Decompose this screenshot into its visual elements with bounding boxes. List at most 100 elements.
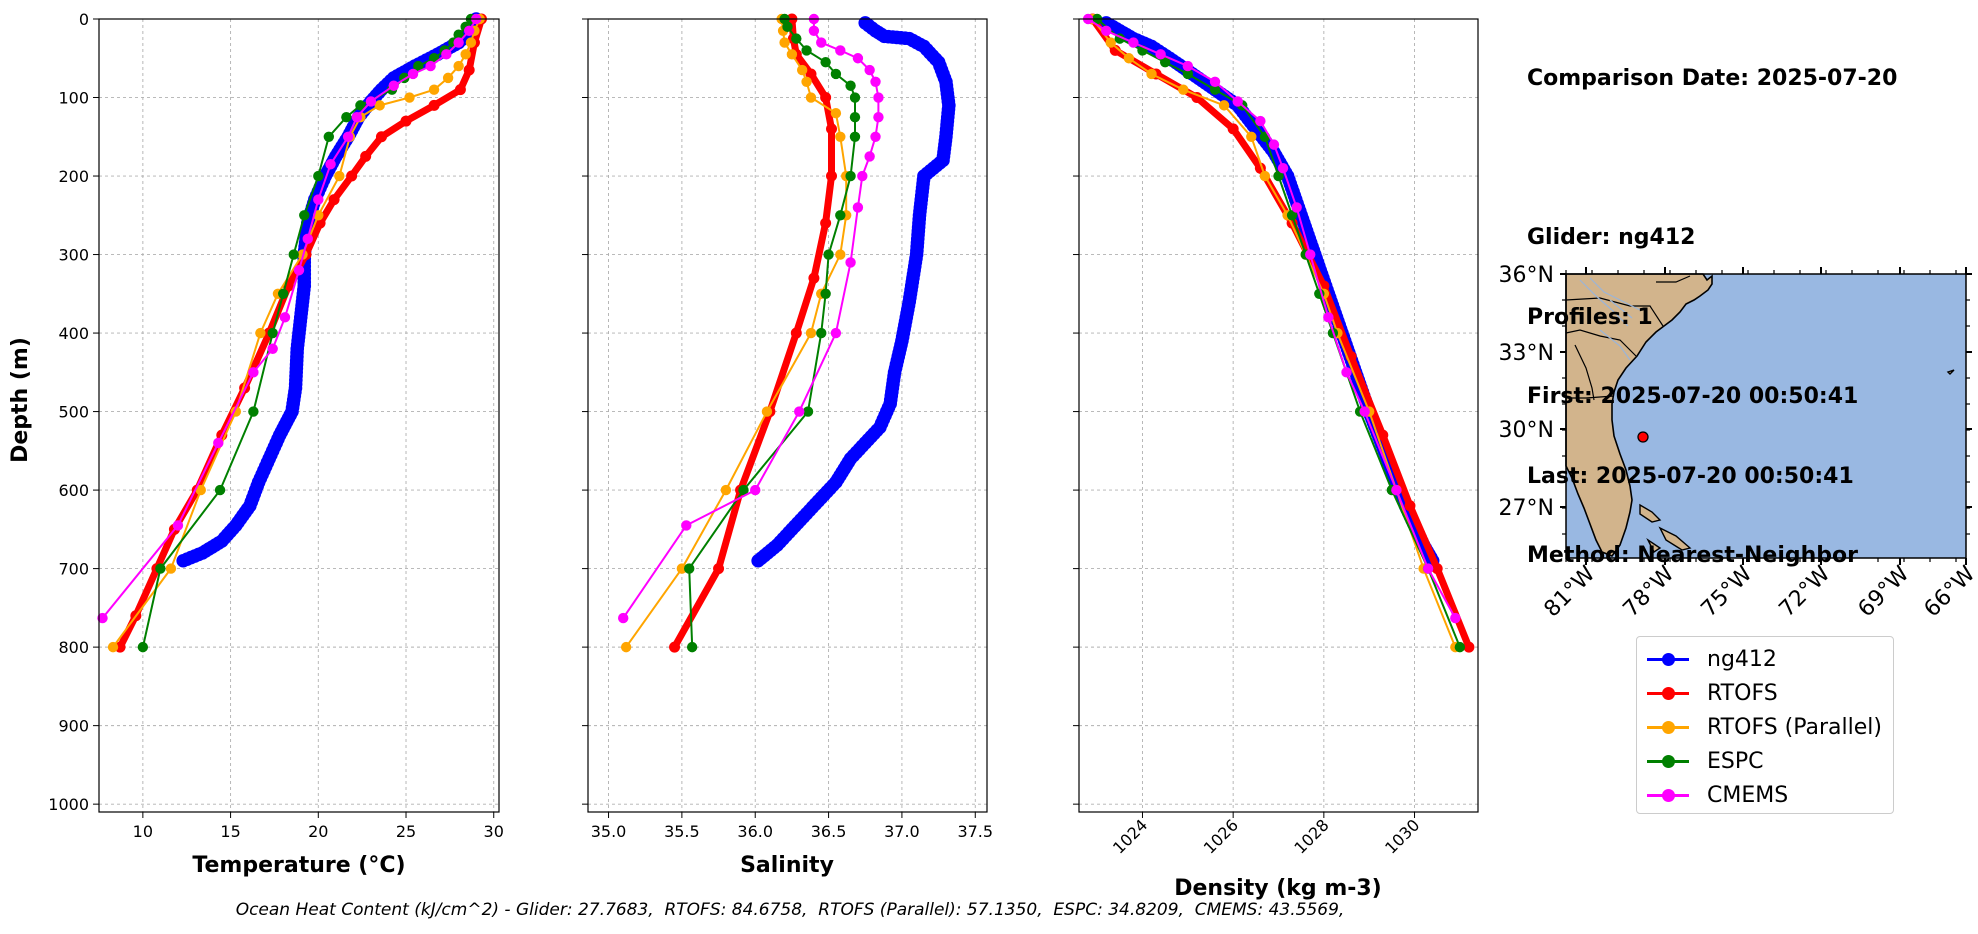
data-point: [1291, 202, 1302, 213]
lat-tick-label: 30°N: [1499, 418, 1554, 443]
data-point: [669, 641, 681, 653]
data-point: [820, 288, 831, 300]
data-point: [835, 45, 846, 56]
data-point: [323, 131, 335, 142]
data-point: [1159, 56, 1171, 68]
data-point: [97, 612, 108, 624]
legend-item-espc: ESPC: [1645, 744, 1764, 778]
data-point: [801, 45, 812, 56]
data-point: [107, 641, 119, 653]
y-tick-label: 0: [79, 10, 89, 29]
series-cmems: [618, 13, 884, 624]
data-point: [453, 37, 464, 48]
data-point: [681, 520, 692, 531]
data-point: [248, 406, 259, 417]
data-point: [826, 170, 838, 182]
series-line: [1091, 18, 1457, 649]
data-point: [870, 131, 881, 142]
series-ng412: [751, 16, 956, 568]
data-point: [351, 111, 363, 123]
data-point: [779, 37, 790, 48]
data-point: [618, 612, 629, 624]
data-point: [248, 367, 259, 378]
comparison-info: Comparison Date: 2025-07-20 Glider: ng41…: [1527, 13, 1897, 596]
series-line: [1089, 15, 1473, 651]
x-tick-label: 30: [484, 822, 504, 841]
data-point: [1123, 53, 1135, 64]
x-tick-label: 35.0: [591, 822, 627, 841]
data-point: [801, 76, 812, 88]
legend-label: CMEMS: [1707, 782, 1789, 808]
data-point: [805, 327, 817, 339]
data-point: [388, 80, 399, 91]
legend-item-rtofs: RTOFS: [1645, 676, 1778, 710]
data-point: [341, 111, 352, 123]
data-point: [328, 194, 340, 206]
data-point: [864, 151, 875, 162]
x-tick-label: 20: [308, 822, 328, 841]
series-ng412: [1099, 16, 1440, 568]
data-point: [375, 131, 387, 143]
data-point: [374, 100, 385, 111]
x-tick-label: 37.0: [884, 822, 920, 841]
data-point: [684, 563, 695, 574]
data-point: [460, 49, 471, 60]
data-point: [713, 563, 725, 575]
data-point: [1182, 60, 1194, 72]
data-point: [873, 111, 884, 123]
series-line: [622, 18, 880, 620]
data-point: [441, 49, 452, 60]
data-point: [835, 131, 846, 142]
glider-name: Glider: ng412: [1527, 225, 1696, 250]
series-line: [756, 21, 951, 563]
legend-swatch-marker: [1662, 755, 1675, 768]
data-point: [214, 484, 226, 496]
data-point: [790, 327, 802, 339]
data-point: [407, 68, 419, 80]
y-tick-label: 200: [58, 167, 89, 186]
data-point: [195, 484, 206, 496]
x-tick-label: 10: [133, 822, 153, 841]
data-point: [1101, 25, 1112, 36]
data-point: [1218, 100, 1230, 111]
data-point: [1209, 84, 1221, 95]
data-point: [400, 115, 412, 127]
data-point: [849, 92, 861, 103]
data-point: [738, 484, 749, 496]
legend-item-rtofs-parallel: RTOFS (Parallel): [1645, 710, 1882, 744]
data-point: [864, 64, 875, 76]
data-point: [360, 150, 372, 162]
y-tick-label: 700: [58, 560, 89, 579]
data-point: [302, 233, 313, 245]
data-point: [299, 210, 310, 221]
data-point: [404, 92, 415, 103]
legend-label: ng412: [1707, 646, 1777, 672]
data-point: [852, 53, 864, 64]
data-point: [826, 123, 838, 135]
lat-tick-label: 33°N: [1499, 341, 1554, 366]
x-tick-label: 1024: [1109, 815, 1151, 857]
density-panel: 1024 1026 1028 1030: [1073, 13, 1479, 858]
data-point: [137, 641, 149, 653]
data-point: [1450, 612, 1461, 624]
data-point: [465, 37, 477, 48]
data-point: [1182, 68, 1194, 80]
data-point: [1146, 68, 1157, 80]
series-line: [1104, 21, 1434, 563]
x-tick-label: 1030: [1381, 815, 1423, 857]
data-point: [176, 553, 191, 568]
data-point: [278, 288, 289, 300]
temperature-axis-label: Temperature (°C): [192, 853, 405, 878]
data-point: [794, 406, 805, 417]
data-point: [1128, 37, 1139, 48]
density-axis-label: Density (kg m-3): [1174, 876, 1382, 901]
data-point: [346, 170, 358, 182]
data-point: [816, 327, 827, 339]
profiles-count: Profiles: 1: [1527, 304, 1653, 330]
x-tick-label: 25: [396, 822, 416, 841]
map-islands: [1639, 369, 1955, 554]
y-tick-label: 600: [58, 481, 89, 500]
data-point: [820, 217, 832, 229]
data-point: [463, 64, 475, 76]
